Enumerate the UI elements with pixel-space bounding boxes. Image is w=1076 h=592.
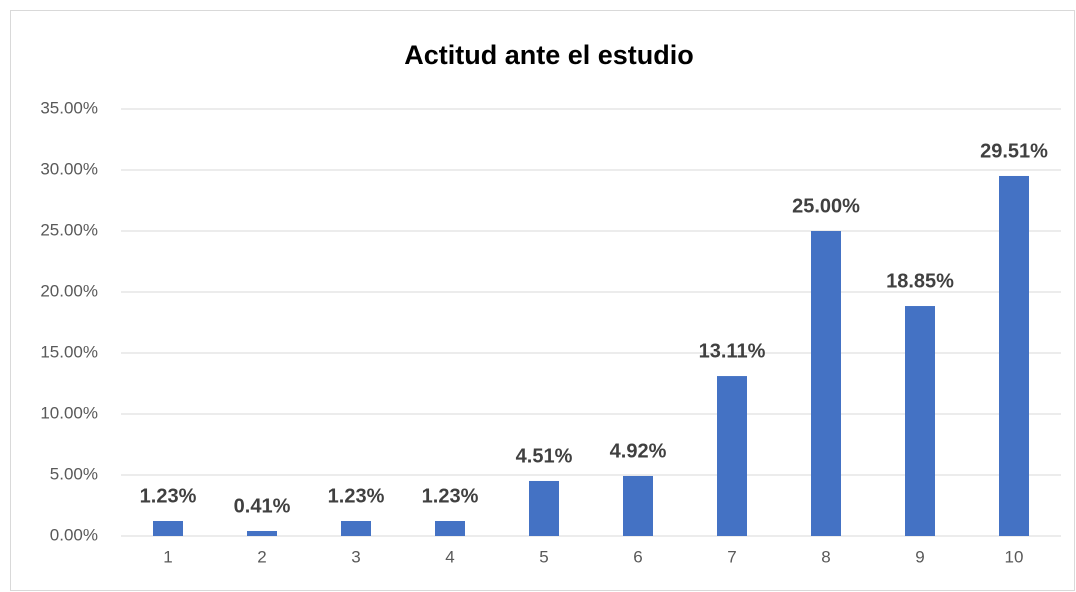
bar	[717, 376, 747, 536]
data-label: 29.51%	[980, 140, 1048, 162]
chart-title: Actitud ante el estudio	[404, 40, 694, 70]
y-tick-label: 15.00%	[40, 342, 98, 361]
y-tick-label: 25.00%	[40, 220, 98, 239]
data-label: 0.41%	[234, 495, 291, 517]
data-label: 1.23%	[140, 485, 197, 507]
x-tick-label: 10	[1005, 547, 1024, 566]
x-tick-label: 1	[163, 547, 172, 566]
x-tick-label: 5	[539, 547, 548, 566]
x-tick-label: 7	[727, 547, 736, 566]
data-label: 1.23%	[328, 485, 385, 507]
x-tick-label: 4	[445, 547, 454, 566]
bar	[999, 175, 1029, 536]
data-label: 4.92%	[610, 440, 667, 462]
x-tick-label: 8	[821, 547, 830, 566]
bar	[623, 475, 653, 536]
x-tick-label: 9	[915, 547, 924, 566]
bar	[811, 231, 841, 536]
bar	[341, 520, 371, 536]
bar	[247, 530, 277, 536]
x-tick-label: 6	[633, 547, 642, 566]
x-tick-label: 3	[351, 547, 360, 566]
x-tick-label: 2	[257, 547, 266, 566]
data-label: 4.51%	[516, 445, 573, 467]
y-tick-label: 0.00%	[50, 525, 98, 544]
data-label: 18.85%	[886, 270, 954, 292]
y-tick-label: 20.00%	[40, 281, 98, 300]
y-tick-label: 30.00%	[40, 159, 98, 178]
y-tick-label: 5.00%	[50, 464, 98, 483]
bar	[529, 480, 559, 536]
y-tick-label: 10.00%	[40, 403, 98, 422]
data-label: 1.23%	[422, 485, 479, 507]
data-label: 13.11%	[699, 340, 766, 362]
y-tick-label: 35.00%	[40, 98, 98, 117]
data-label: 25.00%	[792, 195, 860, 217]
bar	[905, 306, 935, 536]
bar	[435, 520, 465, 536]
bar	[153, 520, 183, 536]
